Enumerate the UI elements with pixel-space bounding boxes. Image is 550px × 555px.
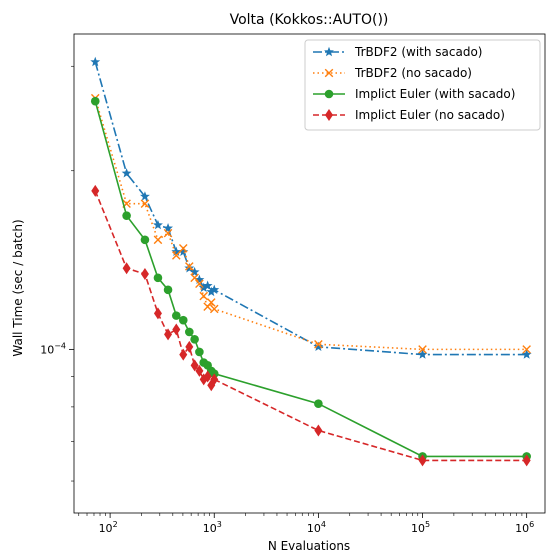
data-point	[314, 339, 323, 349]
data-point	[140, 191, 150, 201]
data-point	[140, 199, 150, 208]
legend-label: Implict Euler (no sacado)	[355, 108, 505, 122]
data-point	[185, 340, 194, 353]
data-point	[153, 235, 163, 245]
data-point	[172, 323, 181, 336]
data-point	[178, 315, 188, 325]
data-point	[190, 273, 199, 283]
data-point	[163, 285, 173, 295]
axes-frame	[73, 33, 546, 514]
data-point	[199, 291, 208, 301]
x-tick-label: 104	[307, 520, 326, 535]
data-point	[140, 235, 150, 245]
data-point	[209, 284, 220, 295]
legend-item: TrBDF2 (with sacado)	[313, 45, 482, 59]
data-point	[418, 345, 427, 354]
data-point	[314, 424, 323, 437]
data-point	[522, 345, 531, 354]
data-point	[195, 279, 204, 289]
data-point	[206, 286, 217, 297]
data-point	[122, 262, 131, 275]
data-point	[121, 168, 132, 178]
data-point	[202, 280, 213, 290]
legend-label: Implict Euler (with sacado)	[355, 87, 515, 101]
y-tick-label-exponent: −4	[54, 341, 66, 350]
data-point	[209, 304, 219, 314]
data-point	[122, 211, 131, 220]
x-tick-label: 102	[99, 520, 118, 535]
legend-item: TrBDF2 (no sacado)	[313, 66, 472, 80]
data-point	[194, 274, 205, 284]
x-tick-label-exponent: 5	[425, 520, 430, 529]
legend-marker	[324, 89, 334, 99]
legend: TrBDF2 (with sacado) TrBDF2 (no sacado) Im…	[304, 39, 541, 131]
data-point	[206, 298, 216, 307]
x-tick-label-exponent: 2	[113, 520, 118, 529]
x-tick-label-base: 10	[515, 522, 529, 535]
data-point	[195, 347, 204, 357]
x-tick-label-exponent: 6	[529, 520, 534, 529]
data-point	[179, 348, 188, 361]
x-tick-label-base: 10	[411, 522, 425, 535]
x-tick-label-exponent: 3	[217, 520, 222, 529]
data-point	[418, 454, 427, 467]
data-point	[178, 246, 189, 257]
legend-label: TrBDF2 (with sacado)	[354, 45, 482, 59]
data-point	[163, 223, 173, 233]
x-tick-label: 105	[411, 520, 430, 535]
plot-area	[90, 56, 532, 467]
series-line	[94, 190, 527, 462]
data-point	[417, 349, 428, 359]
data-point	[153, 219, 163, 230]
data-point	[91, 184, 100, 197]
legend-label: TrBDF2 (no sacado)	[354, 66, 472, 80]
data-point	[521, 349, 532, 359]
legend-box	[304, 39, 541, 131]
data-point	[153, 273, 163, 283]
series-1	[90, 56, 532, 359]
data-point	[171, 246, 182, 257]
legend-marker	[324, 68, 334, 78]
data-point	[171, 311, 181, 320]
data-point	[163, 228, 173, 238]
data-point	[171, 251, 181, 260]
legend-item: Implict Euler (with sacado)	[313, 87, 515, 101]
chart-title: Volta (Kokkos::AUTO())	[230, 12, 389, 28]
data-point	[185, 327, 194, 337]
data-point	[190, 334, 199, 344]
data-point	[522, 454, 531, 467]
data-point	[164, 328, 173, 341]
y-axis-label: Wall Time (sec / batch)	[11, 219, 25, 356]
legend-item: Implict Euler (no sacado)	[313, 108, 505, 122]
data-point	[184, 263, 195, 273]
data-point	[90, 56, 101, 67]
data-point	[198, 282, 209, 292]
data-point	[190, 359, 199, 372]
data-point	[178, 244, 188, 253]
data-point	[189, 266, 200, 277]
data-point	[313, 341, 324, 352]
y-tick-label: 10−4	[40, 341, 66, 356]
legend-marker	[324, 46, 334, 57]
x-tick-label-base: 10	[203, 522, 217, 535]
data-point	[203, 370, 212, 383]
x-tick-label-base: 10	[99, 522, 113, 535]
y-tick-label-base: 10	[40, 343, 54, 356]
data-point	[90, 96, 100, 106]
data-point	[185, 262, 194, 271]
x-tick-label: 103	[203, 520, 222, 535]
x-tick-label: 106	[515, 520, 534, 535]
x-tick-label-base: 10	[307, 522, 321, 535]
data-point	[210, 373, 219, 386]
series-4	[91, 184, 531, 467]
data-point	[153, 307, 162, 320]
x-axis-label: N Evaluations	[268, 539, 350, 553]
data-point	[314, 399, 323, 408]
data-point	[140, 267, 149, 280]
legend-marker	[325, 109, 333, 121]
x-tick-label-exponent: 4	[321, 520, 326, 529]
data-point	[195, 364, 204, 377]
